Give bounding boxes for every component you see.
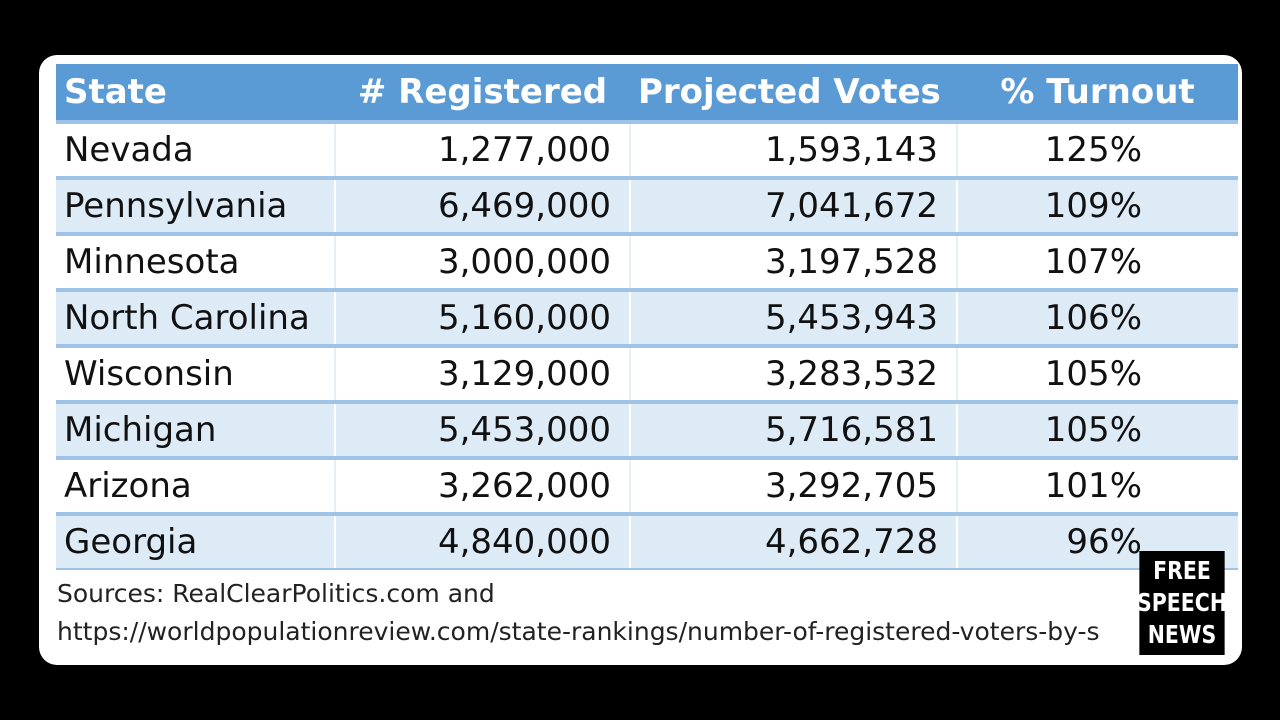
cell-state: Arizona [56, 456, 335, 514]
header-state: State [56, 64, 335, 122]
table-row: Arizona 3,262,000 3,292,705 101% [56, 456, 1238, 514]
table-row: Michigan 5,453,000 5,716,581 105% [56, 400, 1238, 458]
cell-projected: 3,197,528 [629, 232, 957, 290]
cell-registered: 5,453,000 [334, 400, 630, 458]
table-header-row: State # Registered Projected Votes % Tur… [56, 64, 1238, 122]
cell-registered: 1,277,000 [334, 120, 630, 178]
cell-projected: 3,292,705 [629, 456, 957, 514]
free-speech-news-logo: FREE SPEECH NEWS [1137, 551, 1228, 655]
table-row: North Carolina 5,160,000 5,453,943 106% [56, 288, 1238, 346]
header-projected-votes: Projected Votes [630, 64, 957, 122]
cell-projected: 7,041,672 [629, 176, 957, 234]
cell-registered: 5,160,000 [334, 288, 630, 346]
table-row: Wisconsin 3,129,000 3,283,532 105% [56, 344, 1238, 402]
cell-turnout: 106% [956, 288, 1238, 346]
cell-turnout: 125% [956, 120, 1238, 178]
header-turnout: % Turnout [957, 64, 1238, 122]
cell-state: Georgia [56, 512, 335, 570]
table-row: Georgia 4,840,000 4,662,728 96% [56, 512, 1238, 570]
cell-state: North Carolina [56, 288, 335, 346]
logo-line-3: NEWS [1147, 620, 1217, 649]
table-row: Nevada 1,277,000 1,593,143 125% [56, 120, 1238, 178]
turnout-table: State # Registered Projected Votes % Tur… [56, 64, 1238, 570]
cell-state: Pennsylvania [56, 176, 335, 234]
cell-projected: 4,662,728 [629, 512, 957, 570]
cell-projected: 5,716,581 [629, 400, 957, 458]
cell-projected: 5,453,943 [629, 288, 957, 346]
cell-turnout: 105% [956, 344, 1238, 402]
header-registered: # Registered [335, 64, 630, 122]
cell-turnout: 109% [956, 176, 1238, 234]
cell-state: Michigan [56, 400, 335, 458]
cell-projected: 3,283,532 [629, 344, 957, 402]
cell-registered: 3,129,000 [334, 344, 630, 402]
table-card: State # Registered Projected Votes % Tur… [39, 55, 1242, 665]
logo-line-1: FREE [1153, 556, 1211, 585]
cell-registered: 3,000,000 [334, 232, 630, 290]
sources-line-2: https://worldpopulationreview.com/state-… [57, 617, 1100, 646]
cell-state: Nevada [56, 120, 335, 178]
cell-registered: 6,469,000 [334, 176, 630, 234]
cell-turnout: 107% [956, 232, 1238, 290]
cell-turnout: 101% [956, 456, 1238, 514]
cell-turnout: 96% [956, 512, 1238, 570]
cell-projected: 1,593,143 [629, 120, 957, 178]
cell-registered: 3,262,000 [334, 456, 630, 514]
sources-note: Sources: RealClearPolitics.com and https… [57, 575, 1137, 651]
cell-state: Minnesota [56, 232, 335, 290]
cell-state: Wisconsin [56, 344, 335, 402]
table-row: Pennsylvania 6,469,000 7,041,672 109% [56, 176, 1238, 234]
cell-turnout: 105% [956, 400, 1238, 458]
table-row: Minnesota 3,000,000 3,197,528 107% [56, 232, 1238, 290]
cell-registered: 4,840,000 [334, 512, 630, 570]
logo-line-2: SPEECH [1137, 588, 1228, 617]
sources-line-1: Sources: RealClearPolitics.com and [57, 579, 495, 608]
